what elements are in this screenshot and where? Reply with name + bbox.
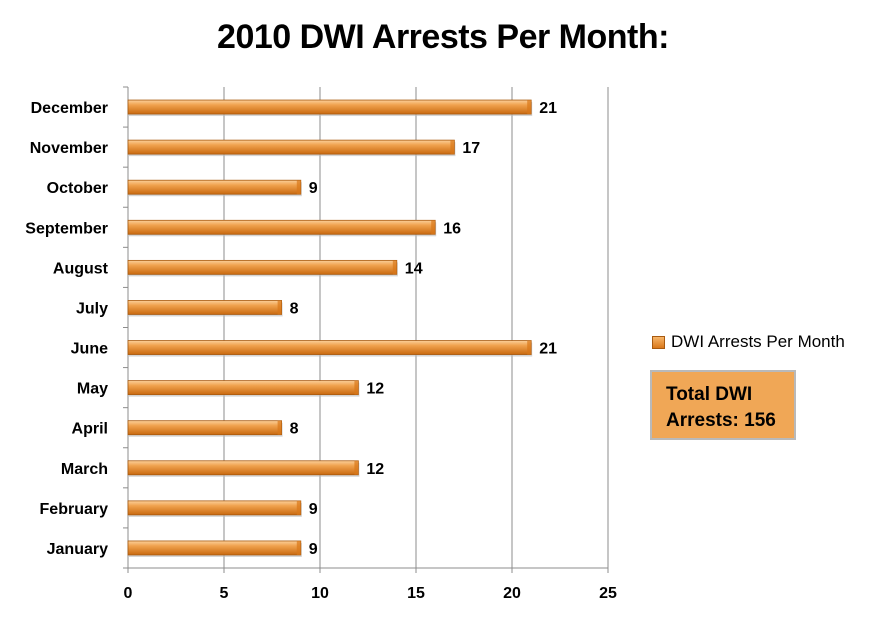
data-label: 8 [290,421,299,438]
y-tick-label: May [77,381,108,398]
data-label: 8 [290,300,299,317]
bar-may [127,380,359,396]
legend-swatch [652,335,665,349]
x-tick-label: 0 [124,585,133,602]
bar-end-cap [277,420,282,435]
data-label: 9 [309,180,318,197]
x-tick-label: 15 [407,585,425,602]
y-tick-label: December [31,100,108,117]
bar-end-cap [296,540,301,555]
legend: DWI Arrests Per Month [652,332,845,352]
bar-end-cap [527,100,532,115]
bar-october [127,179,302,195]
bar-september [127,219,436,235]
y-tick-label: October [47,180,108,197]
bar-end-cap [354,380,359,395]
bars [127,99,533,557]
data-label: 12 [366,461,384,478]
legend-label: DWI Arrests Per Month [671,332,845,351]
bar-january [127,540,302,556]
axes [123,86,609,573]
data-label: 21 [539,341,557,358]
data-label: 9 [309,541,318,558]
bar-june [127,340,532,355]
bar-end-cap [354,460,359,475]
data-label: 14 [405,260,423,277]
bar-august [127,259,398,275]
bar-december [127,99,532,115]
bar-november [127,139,455,155]
data-label: 17 [462,140,480,157]
bar-end-cap [392,260,397,275]
x-tick-label: 5 [220,585,229,602]
data-label: 16 [443,220,461,237]
total-arrests-box: Total DWI Arrests: 156 [650,370,796,440]
total-box-line2: Arrests: 156 [666,410,776,431]
bar-end-cap [296,180,301,195]
bar-end-cap [527,340,532,355]
bar-february [127,500,302,516]
bar-april [127,420,283,436]
y-tick-label: June [71,341,108,358]
bar-end-cap [277,300,282,315]
data-label: 21 [539,100,557,117]
x-tick-label: 10 [311,585,329,602]
bar-end-cap [431,220,436,235]
bar-march [127,460,359,476]
bar-end-cap [450,140,455,155]
chart-title: 2010 DWI Arrests Per Month: [217,18,669,56]
total-box-line1: Total DWI [666,384,753,405]
y-tick-label: September [25,220,108,237]
gridlines [223,87,609,568]
y-tick-label: March [61,461,108,478]
bar-end-cap [296,500,301,515]
data-label: 12 [366,381,384,398]
y-tick-label: January [47,541,108,558]
x-tick-label: 20 [503,585,521,602]
bar-july [127,300,283,315]
y-tick-label: November [30,140,108,157]
y-tick-label: February [40,501,109,518]
y-tick-label: August [53,260,109,277]
data-label: 9 [309,501,318,518]
y-tick-label: July [76,300,108,317]
x-tick-label: 25 [599,585,617,602]
y-tick-label: April [72,421,108,438]
labels: 0 5 10 15 20 25 January 9 February 9 March 12 April 8… [25,100,617,602]
